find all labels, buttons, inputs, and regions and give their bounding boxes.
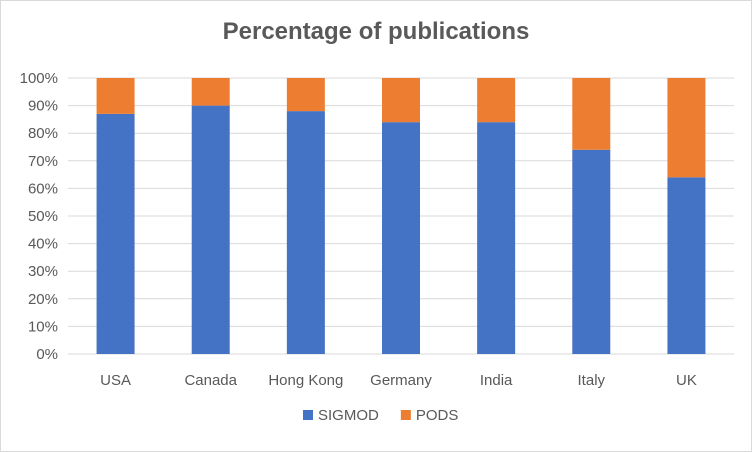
bar-pods-hong-kong: [286, 78, 325, 112]
bar-sigmod-hong-kong: [286, 111, 325, 355]
legend-swatch-sigmod: [303, 410, 313, 420]
y-tick-label: 70%: [28, 153, 58, 170]
y-tick-label: 100%: [20, 70, 58, 87]
bar-pods-usa: [96, 78, 135, 114]
bar-sigmod-usa: [96, 113, 135, 354]
bar-pods-uk: [667, 78, 706, 178]
y-tick-label: 60%: [28, 180, 58, 197]
bar-sigmod-canada: [191, 105, 230, 354]
bar-pods-india: [477, 78, 516, 123]
bar-sigmod-uk: [667, 177, 706, 354]
bar-pods-canada: [191, 78, 230, 106]
legend-label-sigmod: SIGMOD: [318, 407, 379, 424]
legend-label-pods: PODS: [416, 407, 459, 424]
x-tick-label: Germany: [370, 372, 432, 389]
x-tick-label: USA: [100, 372, 131, 389]
y-tick-label: 90%: [28, 98, 58, 115]
x-tick-label: Italy: [578, 372, 606, 389]
bar-sigmod-italy: [572, 149, 611, 354]
x-tick-label: Hong Kong: [268, 372, 343, 389]
y-tick-label: 30%: [28, 263, 58, 280]
y-tick-label: 10%: [28, 318, 58, 335]
bar-sigmod-germany: [382, 122, 420, 354]
x-tick-label: UK: [676, 372, 697, 389]
x-tick-label: India: [480, 372, 513, 389]
y-tick-label: 80%: [28, 125, 58, 142]
bar-pods-italy: [572, 78, 611, 150]
chart-title: Percentage of publications: [222, 18, 530, 45]
y-tick-label: 40%: [28, 236, 58, 253]
legend-swatch-pods: [400, 410, 411, 420]
x-tick-label: Canada: [184, 372, 237, 389]
bar-sigmod-india: [477, 122, 516, 354]
y-tick-label: 0%: [36, 346, 58, 363]
bar-pods-germany: [382, 78, 420, 123]
y-tick-label: 20%: [28, 291, 58, 308]
y-tick-label: 50%: [28, 208, 58, 225]
